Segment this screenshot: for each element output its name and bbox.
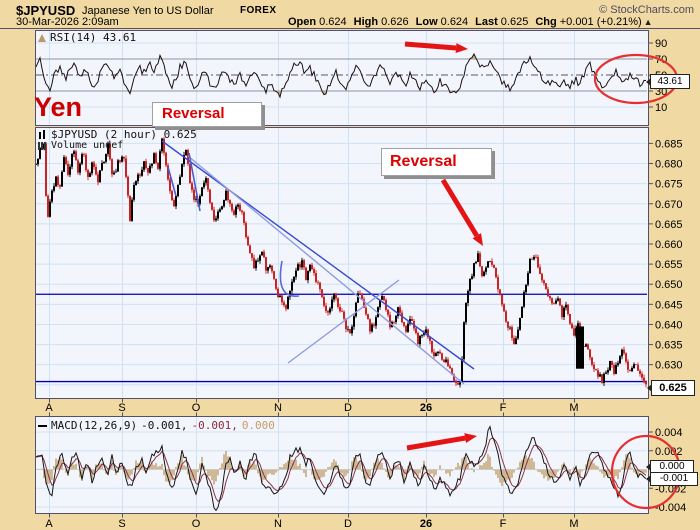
candlestick-icon — [38, 129, 47, 140]
red-arrow-head — [455, 43, 468, 54]
month-label: S — [118, 518, 125, 530]
reversal-annotation-2: Reversal — [381, 148, 492, 176]
exchange-label: FOREX — [240, 5, 277, 16]
high-label: High — [353, 16, 379, 28]
rsi-panel-background — [35, 30, 649, 126]
axis-label: 0.675 — [655, 179, 683, 191]
arc-annotation — [279, 260, 300, 297]
low-value: 0.624 — [440, 16, 469, 28]
change-value: +0.001 (+0.21%) — [559, 16, 642, 28]
chart-datetime: 30-Mar-2026 2:09am — [16, 16, 119, 28]
axis-label: 0.670 — [655, 199, 683, 211]
last-label: Last — [475, 16, 498, 28]
price-panel-border — [35, 127, 649, 399]
volume-bars-icon — [38, 141, 47, 150]
reversal-annotation-1: Reversal — [152, 102, 262, 127]
axis-label: 10 — [655, 102, 667, 114]
month-label: F — [500, 402, 507, 414]
axis-label: 0.640 — [655, 319, 683, 331]
macd-current-value-box: -0.001 — [646, 472, 698, 486]
volume-legend-text: Volume undef — [51, 140, 124, 151]
trend-line — [161, 140, 475, 370]
axis-label: 0.685 — [655, 138, 683, 150]
area-chart-icon — [38, 33, 46, 42]
axis-label: 0.635 — [655, 340, 683, 352]
month-label: O — [192, 402, 201, 414]
axis-label: 0.655 — [655, 259, 683, 271]
macd-histogram — [37, 451, 647, 486]
trend-line — [187, 155, 465, 385]
month-label: M — [569, 402, 578, 414]
month-label: S — [118, 402, 125, 414]
month-label: 26 — [420, 402, 432, 414]
month-label: O — [192, 518, 201, 530]
last-price-box: 0.625 — [647, 380, 695, 396]
trend-line — [287, 279, 400, 364]
macd-legend-text: MACD(12,26,9) — [51, 419, 138, 432]
wide-consolidation-bar — [576, 326, 584, 369]
axis-label: 30 — [655, 86, 667, 98]
red-arrow-head — [464, 433, 477, 443]
axis-label: 0.645 — [655, 299, 683, 311]
month-label: 26 — [420, 518, 432, 530]
low-label: Low — [415, 16, 438, 28]
axis-label: 0.650 — [655, 279, 683, 291]
red-arrow-head — [472, 233, 483, 246]
macd-histogram-value: 0.000 — [241, 419, 275, 432]
axis-label: 0.002 — [655, 446, 683, 458]
open-value: 0.624 — [319, 16, 347, 28]
price-legend-text: $JPYUSD (2 hour) 0.625 — [51, 128, 197, 141]
ticker-symbol: $JPYUSD — [16, 3, 76, 18]
price-panel-background — [35, 127, 649, 399]
month-label: N — [274, 518, 282, 530]
volume-legend: Volume undef — [38, 140, 123, 151]
trend-line — [167, 166, 177, 197]
axis-label: 0.680 — [655, 159, 683, 171]
last-value: 0.625 — [500, 16, 529, 28]
quote-summary: Open 0.624 High 0.626 Low 0.624 Last 0.625 Chg +0… — [288, 16, 653, 28]
change-label: Chg — [535, 16, 557, 28]
up-triangle-icon: ▲ — [643, 17, 653, 27]
price-legend: $JPYUSD (2 hour) 0.625 — [38, 128, 197, 141]
macd-signal-value: -0.001, — [191, 419, 238, 432]
instrument-name: Japanese Yen to US Dollar — [82, 5, 214, 17]
yen-annotation: Yen — [34, 92, 83, 122]
stockcharts-copyright: © StockCharts.com — [599, 4, 694, 16]
month-label: F — [500, 518, 507, 530]
trend-line — [188, 152, 201, 212]
macd-value: -0.001, — [141, 419, 188, 432]
month-label: N — [274, 402, 282, 414]
axis-label: 0.630 — [655, 360, 683, 372]
month-label: D — [344, 402, 352, 414]
axis-label: -0.004 — [655, 502, 686, 514]
month-label: M — [569, 518, 578, 530]
month-label: D — [344, 518, 352, 530]
red-arrow — [406, 435, 466, 451]
rsi-legend-text: RSI(14) 43.61 — [50, 31, 137, 44]
axis-label: 90 — [655, 38, 667, 50]
axis-label: 0.004 — [655, 427, 683, 439]
month-label: A — [45, 402, 53, 414]
axis-label: 0.665 — [655, 219, 683, 231]
red-arrow — [440, 178, 479, 238]
axis-label: 0.660 — [655, 239, 683, 251]
line-series-icon — [38, 424, 47, 427]
rsi-line — [35, 52, 647, 99]
macd-legend: MACD(12,26,9) -0.001, -0.001, 0.000 — [38, 419, 275, 432]
open-label: Open — [288, 16, 317, 28]
high-value: 0.626 — [381, 16, 409, 28]
month-label: A — [45, 518, 53, 530]
rsi-current-value-box: 43.61 — [646, 74, 690, 89]
red-arrow — [404, 41, 457, 51]
macd-line — [35, 425, 647, 512]
macd-signal-line — [35, 437, 647, 502]
rsi-legend: RSI(14) 43.61 — [38, 31, 136, 44]
